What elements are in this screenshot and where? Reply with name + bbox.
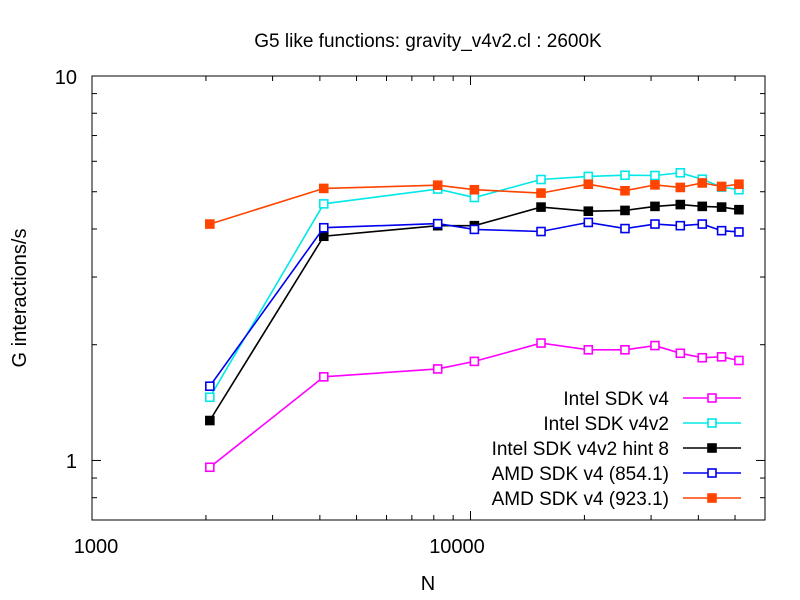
data-point bbox=[675, 168, 686, 178]
legend-label: AMD SDK v4 (923.1) bbox=[492, 489, 669, 510]
data-point bbox=[318, 199, 329, 209]
legend-label: Intel SDK v4 bbox=[563, 389, 669, 410]
data-point bbox=[697, 178, 708, 188]
series-5 bbox=[205, 178, 744, 229]
data-point bbox=[675, 348, 686, 359]
legend-item-3: Intel SDK v4v2 hint 8 bbox=[492, 439, 741, 460]
data-point bbox=[734, 227, 744, 237]
legend: Intel SDK v4 Intel SDK v4v2 Intel SDK v4v2… bbox=[492, 389, 741, 510]
data-point bbox=[650, 219, 660, 229]
legend-marker bbox=[707, 443, 717, 453]
data-point bbox=[675, 220, 686, 231]
data-point bbox=[620, 170, 630, 181]
data-point bbox=[583, 206, 594, 216]
data-point bbox=[734, 355, 744, 366]
data-point bbox=[432, 218, 443, 229]
data-point bbox=[469, 224, 480, 235]
data-point bbox=[536, 174, 546, 185]
data-point bbox=[620, 223, 630, 234]
legend-item-5: AMD SDK v4 (923.1) bbox=[492, 489, 741, 510]
data-point bbox=[675, 199, 686, 210]
data-point bbox=[650, 180, 660, 190]
data-point bbox=[536, 202, 546, 212]
data-point bbox=[734, 179, 744, 190]
chart-title: G5 like functions: gravity_v4v2.cl : 260… bbox=[254, 31, 602, 52]
y-tick-label-1: 1 bbox=[66, 451, 77, 473]
data-point bbox=[536, 338, 546, 348]
data-point bbox=[205, 392, 215, 403]
legend-marker bbox=[707, 393, 717, 403]
data-point bbox=[650, 201, 660, 212]
plot-frame bbox=[91, 75, 766, 521]
data-point bbox=[716, 352, 727, 362]
data-point bbox=[469, 192, 480, 203]
data-point bbox=[205, 462, 215, 473]
data-point bbox=[734, 204, 744, 215]
y-axis-label: G interactions/s bbox=[9, 229, 31, 368]
data-point bbox=[716, 225, 727, 236]
data-point bbox=[536, 226, 546, 237]
data-point bbox=[205, 381, 215, 392]
legend-item-1: Intel SDK v4 bbox=[563, 389, 741, 410]
data-point bbox=[469, 356, 480, 367]
data-point bbox=[697, 219, 708, 229]
data-point bbox=[620, 345, 630, 355]
data-point bbox=[318, 222, 329, 233]
legend-marker bbox=[707, 468, 717, 478]
legend-item-2: Intel SDK v4v2 bbox=[543, 414, 741, 435]
data-point bbox=[583, 217, 594, 228]
data-point bbox=[583, 171, 594, 182]
data-point bbox=[716, 202, 727, 212]
legend-label: Intel SDK v4v2 hint 8 bbox=[492, 439, 669, 460]
data-point bbox=[205, 415, 215, 426]
data-point bbox=[469, 184, 480, 195]
x-axis-label: N bbox=[421, 573, 435, 595]
series-4 bbox=[205, 217, 744, 392]
data-point bbox=[318, 183, 329, 194]
data-point bbox=[318, 372, 329, 382]
data-point bbox=[716, 181, 727, 192]
data-point bbox=[432, 180, 443, 190]
x-tick-label-10000: 10000 bbox=[429, 536, 485, 558]
data-point bbox=[318, 231, 329, 242]
series-1 bbox=[205, 338, 744, 473]
data-point bbox=[432, 364, 443, 374]
data-point bbox=[583, 179, 594, 190]
legend-label: AMD SDK v4 (854.1) bbox=[492, 464, 669, 485]
data-point bbox=[536, 188, 546, 198]
series-layer bbox=[205, 168, 744, 473]
legend-item-4: AMD SDK v4 (854.1) bbox=[492, 464, 741, 485]
axis-ticks bbox=[91, 75, 766, 521]
data-point bbox=[620, 205, 630, 216]
data-point bbox=[675, 182, 686, 193]
series-2 bbox=[205, 168, 744, 403]
data-point bbox=[205, 219, 215, 229]
legend-marker bbox=[707, 418, 717, 428]
data-point bbox=[620, 185, 630, 196]
y-tick-label-10: 10 bbox=[55, 67, 77, 89]
data-point bbox=[583, 345, 594, 355]
data-point bbox=[697, 201, 708, 212]
legend-label: Intel SDK v4v2 bbox=[543, 414, 669, 435]
data-point bbox=[650, 340, 660, 351]
data-point bbox=[650, 170, 660, 181]
x-tick-label-1000: 1000 bbox=[74, 536, 119, 558]
legend-marker bbox=[707, 493, 717, 503]
data-point bbox=[697, 352, 708, 363]
